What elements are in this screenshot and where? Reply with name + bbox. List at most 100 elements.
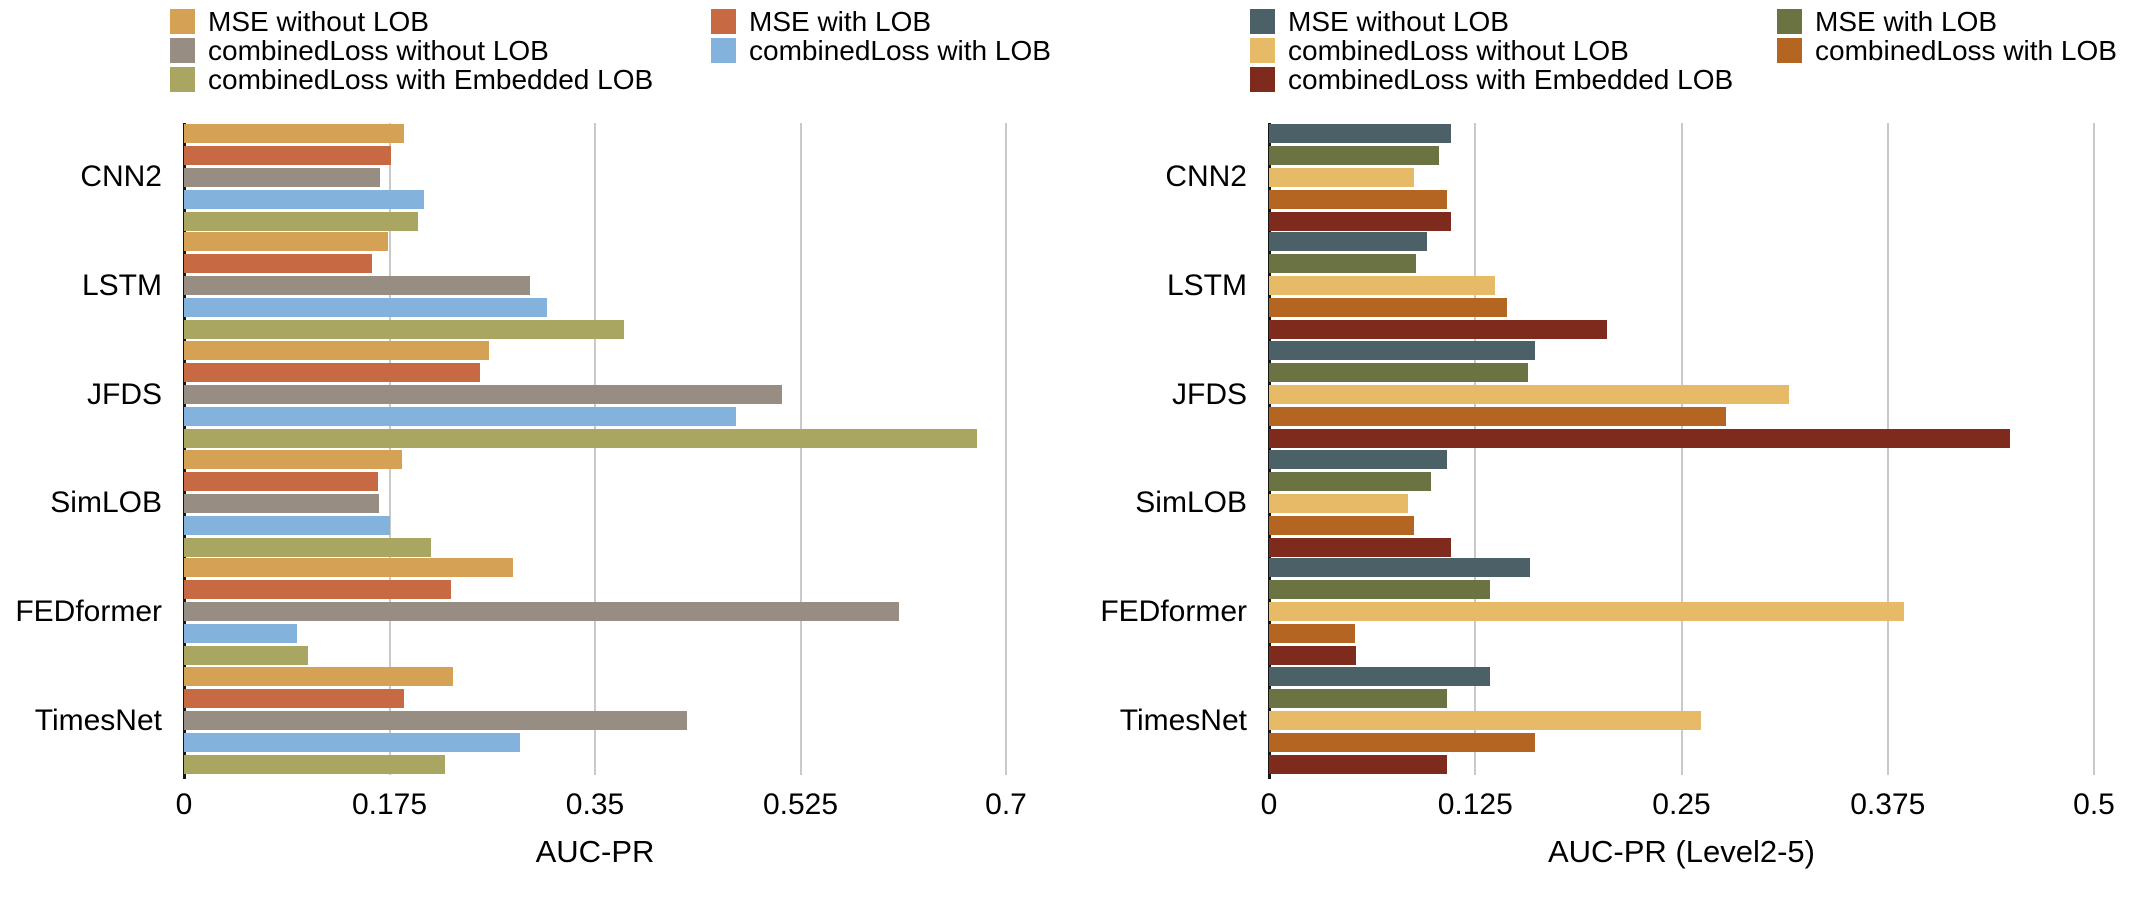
plot: CNN2 LSTM JFDS SimLOB FEDformer TimesNet xyxy=(0,123,1065,779)
plot: CNN2 LSTM JFDS SimLOB FEDformer TimesNet xyxy=(1065,123,2130,779)
x-tick-label: 0.7 xyxy=(985,788,1027,821)
bar xyxy=(184,276,531,296)
bar xyxy=(1269,276,1496,296)
bar xyxy=(1269,363,1529,383)
x-tick-label: 0.25 xyxy=(1652,788,1711,821)
bar xyxy=(184,320,625,340)
plot-area xyxy=(1268,123,2095,779)
legend-label: combinedLoss without LOB xyxy=(208,35,549,66)
category-label: FEDformer xyxy=(15,594,162,628)
bar xyxy=(184,515,390,535)
bar xyxy=(1269,449,1448,469)
legend-label: combinedLoss without LOB xyxy=(1288,35,1629,66)
legend-label: MSE with LOB xyxy=(749,6,932,37)
category-label: LSTM xyxy=(81,268,162,302)
bar xyxy=(184,580,451,600)
gridline xyxy=(1005,123,1007,775)
bar xyxy=(1269,211,1451,231)
bar-group xyxy=(1269,449,2094,558)
legend-item: MSE with LOB xyxy=(1777,6,2117,37)
bar xyxy=(184,755,445,775)
legend-swatch xyxy=(1777,9,1802,34)
bar xyxy=(184,646,309,666)
legend: MSE without LOB combinedLoss without LOB c… xyxy=(1065,6,2130,98)
bar-group xyxy=(184,558,1006,667)
legend-swatch xyxy=(711,9,736,34)
bar xyxy=(184,363,480,383)
legend-column: MSE with LOB combinedLoss with LOB xyxy=(1777,6,2117,65)
bar xyxy=(184,471,378,491)
auc-pr-chart: MSE without LOB combinedLoss without LOB c… xyxy=(0,6,1065,870)
bar-group xyxy=(184,666,1006,775)
category-label: FEDformer xyxy=(1100,594,1247,628)
bar xyxy=(1269,580,1491,600)
legend-column: MSE without LOB combinedLoss without LOB c… xyxy=(170,8,653,94)
bar xyxy=(1269,320,1608,340)
category-label: JFDS xyxy=(87,377,162,411)
legend: MSE without LOB combinedLoss without LOB c… xyxy=(0,6,1065,98)
bar-group xyxy=(1269,123,2094,232)
legend-swatch xyxy=(170,67,195,92)
bar xyxy=(1269,537,1451,557)
bar xyxy=(1269,429,2010,449)
bar xyxy=(184,689,404,709)
bar xyxy=(1269,189,1448,209)
legend-swatch xyxy=(1250,9,1275,34)
bar xyxy=(1269,298,1507,318)
legend-swatch xyxy=(1250,38,1275,63)
x-axis-title: AUC-PR (Level2-5) xyxy=(1547,834,1815,869)
x-tick-label: 0.175 xyxy=(351,788,428,821)
legend-swatch xyxy=(711,38,736,63)
bar xyxy=(184,341,490,361)
bar xyxy=(184,602,900,622)
bar xyxy=(184,667,453,687)
bar xyxy=(184,733,520,753)
y-axis-labels: CNN2 LSTM JFDS SimLOB FEDformer TimesNet xyxy=(0,123,162,775)
bar xyxy=(1269,624,1355,644)
x-axis-title: AUC-PR xyxy=(535,834,655,869)
legend-label: MSE without LOB xyxy=(1288,6,1509,37)
bar xyxy=(184,407,736,427)
bar xyxy=(184,624,297,644)
legend-column: MSE without LOB combinedLoss without LOB c… xyxy=(1250,6,1733,94)
legend-item: combinedLoss without LOB xyxy=(1250,35,1733,66)
legend-swatch xyxy=(1250,67,1275,92)
bar xyxy=(184,145,391,165)
bar xyxy=(1269,167,1415,187)
legend-item: MSE without LOB xyxy=(1250,6,1733,37)
legend-item: MSE with LOB xyxy=(711,6,1051,37)
legend-column: MSE with LOB combinedLoss with LOB xyxy=(711,6,1051,66)
gridline xyxy=(594,123,596,775)
bar xyxy=(1269,667,1491,687)
auc-pr-level2-5-chart: MSE without LOB combinedLoss without LOB c… xyxy=(1065,0,2130,898)
bar xyxy=(1269,689,1448,709)
y-axis-labels: CNN2 LSTM JFDS SimLOB FEDformer TimesNet xyxy=(1065,123,1247,775)
legend-label: combinedLoss with LOB xyxy=(749,35,1051,66)
legend-item: combinedLoss without LOB xyxy=(170,35,653,66)
bar xyxy=(184,711,687,731)
bar xyxy=(1269,385,1789,405)
legend-swatch xyxy=(170,9,195,34)
x-tick-label: 0 xyxy=(1260,788,1278,821)
bar xyxy=(184,189,424,209)
bar xyxy=(184,493,379,513)
x-tick-label: 0.35 xyxy=(565,788,625,821)
category-label: LSTM xyxy=(1166,268,1247,302)
bar xyxy=(184,254,372,274)
bar xyxy=(184,211,418,231)
bar-group xyxy=(184,340,1006,449)
x-tick-label: 0.375 xyxy=(1850,788,1926,821)
bar xyxy=(1269,471,1431,491)
gridline xyxy=(2093,123,2095,775)
bar xyxy=(184,558,513,578)
bar-group xyxy=(1269,558,2094,667)
x-axis-ticks: 0 0.175 0.35 0.525 0.7 xyxy=(176,788,1027,822)
gridline xyxy=(1474,123,1477,775)
bar xyxy=(1269,646,1357,666)
bar xyxy=(184,167,381,187)
legend-label: MSE with LOB xyxy=(1815,6,1998,37)
bar-group xyxy=(1269,666,2094,775)
category-label: JFDS xyxy=(1172,377,1247,411)
category-label: CNN2 xyxy=(1165,160,1247,194)
